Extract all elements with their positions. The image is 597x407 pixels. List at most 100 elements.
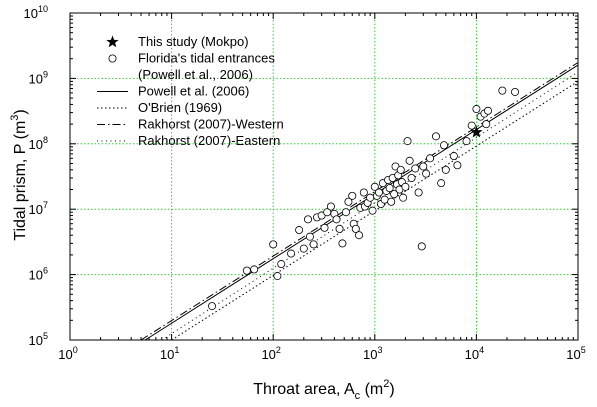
y-tick-label: 108 <box>29 135 48 152</box>
y-tick-label-exp: 9 <box>43 69 48 79</box>
y-tick-label-base: 10 <box>29 71 43 86</box>
data-point-circle <box>344 197 353 206</box>
data-point-circle <box>453 161 462 170</box>
data-point-circle <box>303 215 312 224</box>
data-point-circle <box>422 169 431 178</box>
data-point-circle <box>287 249 296 258</box>
data-point-circle <box>326 202 335 211</box>
data-point-circle <box>359 188 368 197</box>
data-point-circle <box>482 120 491 129</box>
data-point-circle <box>338 239 347 248</box>
x-axis-title-sub: c <box>355 390 361 402</box>
x-tick-label: 104 <box>465 345 484 362</box>
x-tick-label: 103 <box>363 345 382 362</box>
y-tick-label-base: 10 <box>29 202 43 217</box>
y-axis-title: Tidal prism, P (m3) <box>9 109 29 240</box>
data-point-circle <box>208 302 217 311</box>
data-point-circle <box>375 188 384 197</box>
x-tick-label-base: 10 <box>261 347 275 362</box>
legend-layer: This study (Mokpo) Florida's tidal entran… <box>97 34 284 148</box>
legend-item: Florida's tidal entrances(Powell et al.,… <box>108 51 275 82</box>
x-tick-label-exp: 0 <box>73 345 78 355</box>
x-tick-label-base: 10 <box>363 347 377 362</box>
data-point-circle <box>511 87 520 96</box>
data-point-circle <box>426 154 435 163</box>
data-point-circle <box>242 266 251 275</box>
data-point-circle <box>273 272 282 281</box>
x-tick-label-base: 10 <box>465 347 479 362</box>
data-point-circle <box>414 188 423 197</box>
data-point-circle <box>348 191 357 200</box>
x-tick-label: 101 <box>160 345 179 362</box>
data-point-circle <box>498 86 507 95</box>
data-point-circle <box>385 184 394 193</box>
y-tick-label: 1010 <box>24 4 48 21</box>
y-tick-label-exp: 5 <box>43 331 48 341</box>
data-point-circle <box>277 260 286 269</box>
legend-item: Rakhorst (2007)-Western <box>97 117 284 132</box>
data-point-circle <box>411 164 420 173</box>
legend-item: This study (Mokpo) <box>106 34 249 49</box>
y-tick-label-exp: 7 <box>43 200 48 210</box>
x-tick-label-exp: 1 <box>174 345 179 355</box>
legend-label: Florida's tidal entrances <box>138 51 275 66</box>
data-point-circle <box>299 244 308 253</box>
legend-item: Powell et al. (2006) <box>97 84 249 99</box>
data-point-circle <box>390 190 399 199</box>
data-point-circle <box>250 265 259 274</box>
data-point-circle <box>467 121 476 130</box>
x-tick-label: 100 <box>58 345 77 362</box>
data-point-circle <box>403 137 412 146</box>
legend-label: Powell et al. (2006) <box>138 84 249 99</box>
x-tick-label-exp: 2 <box>276 345 281 355</box>
x-tick-label-exp: 3 <box>378 345 383 355</box>
y-tick-label: 109 <box>29 69 48 86</box>
data-point-circle <box>419 162 428 171</box>
data-point-circle <box>320 223 329 232</box>
data-point-circle <box>401 182 410 191</box>
data-point-circle <box>355 231 364 240</box>
y-axis-title-main: Tidal prism, P (m <box>12 121 29 241</box>
y-tick-label-exp: 6 <box>43 266 48 276</box>
data-point-circle <box>431 132 440 141</box>
data-point-circle <box>462 137 471 146</box>
y-tick-label-base: 10 <box>29 137 43 152</box>
data-point-circle <box>341 208 350 217</box>
y-tick-label: 105 <box>29 331 48 348</box>
legend-label: This study (Mokpo) <box>138 34 249 49</box>
x-tick-label: 102 <box>261 345 280 362</box>
data-point-circle <box>437 179 446 188</box>
data-point-circle <box>441 165 450 174</box>
y-tick-label: 107 <box>29 200 48 217</box>
data-point-circle <box>472 105 481 114</box>
legend-item: O'Brien (1969) <box>97 100 222 115</box>
x-axis-title-unit: (m <box>360 381 383 398</box>
data-point-circle <box>483 106 492 115</box>
y-tick-label: 106 <box>29 266 48 283</box>
data-point-circle <box>295 226 304 235</box>
plot-frame <box>69 12 579 341</box>
data-point-star <box>470 125 483 138</box>
x-tick-label-base: 10 <box>566 347 580 362</box>
data-point-circle <box>351 224 360 233</box>
legend-item: Rakhorst (2007)-Eastern <box>97 133 280 148</box>
y-tick-label-exp: 10 <box>38 4 48 14</box>
x-tick-label-exp: 5 <box>581 345 586 355</box>
y-tick-label-base: 10 <box>29 268 43 283</box>
x-axis-title-close: ) <box>389 381 394 398</box>
data-point-circle <box>407 173 416 182</box>
legend-label-line2: (Powell et al., 2006) <box>138 67 253 82</box>
data-point-circle <box>449 152 458 161</box>
data-point-circle <box>440 141 449 150</box>
data-point-circle <box>305 232 314 241</box>
data-point-circle <box>269 240 278 249</box>
fit-line <box>144 64 579 341</box>
series-layer <box>140 62 579 341</box>
data-point-circle <box>399 193 408 202</box>
x-tick-label-base: 10 <box>58 347 72 362</box>
data-point-circle <box>405 156 414 165</box>
x-axis-title-unit-sup: 2 <box>383 378 389 390</box>
legend-circle-marker <box>108 54 117 63</box>
legend-label: Rakhorst (2007)-Eastern <box>138 133 280 148</box>
data-point-circle <box>380 195 389 204</box>
